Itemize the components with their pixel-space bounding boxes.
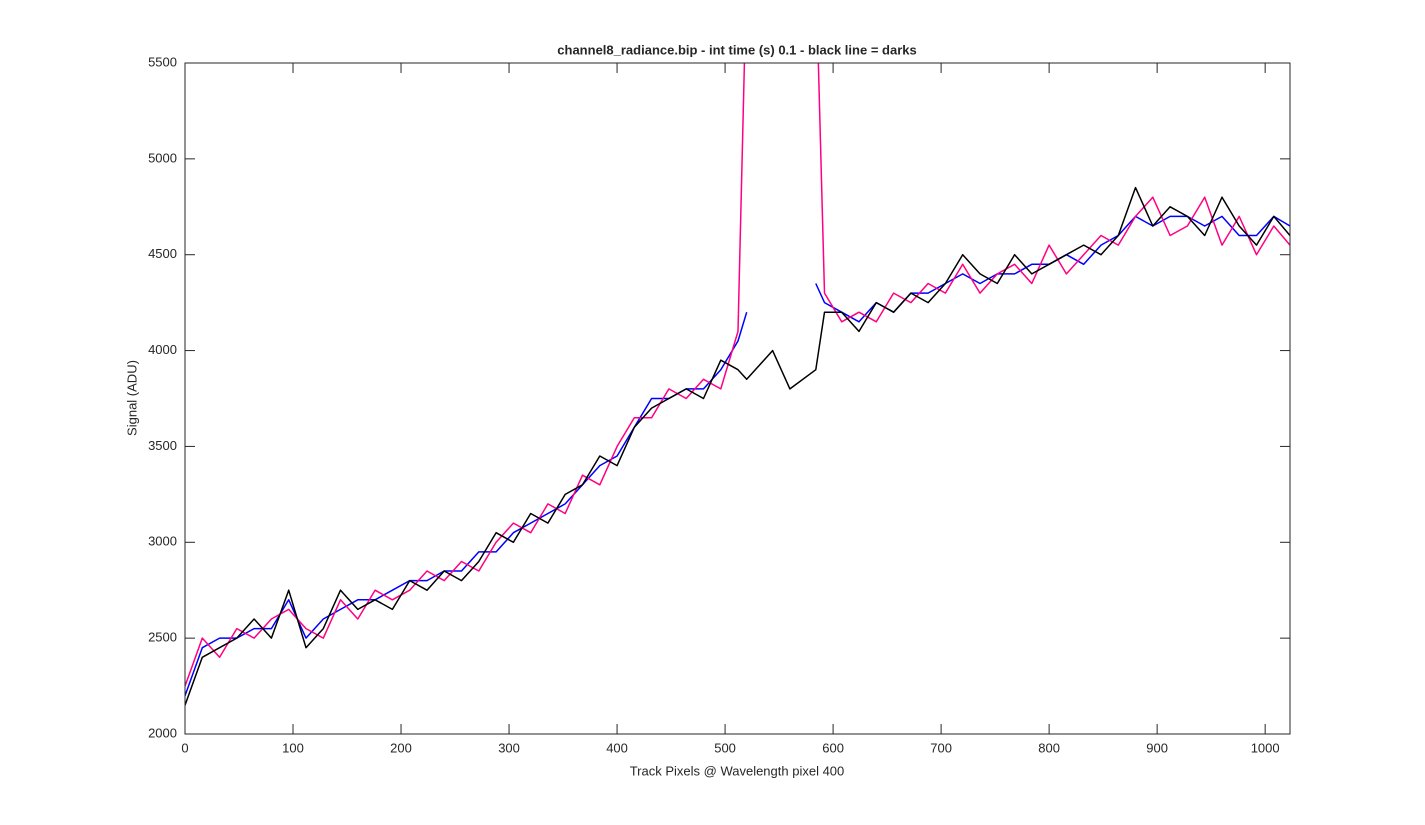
y-axis-label: Signal (ADU) — [124, 360, 139, 436]
x-tick-label: 700 — [930, 740, 952, 755]
x-axis-label: Track Pixels @ Wavelength pixel 400 — [630, 763, 845, 778]
x-tick-label: 1000 — [1251, 740, 1280, 755]
x-tick-label: 900 — [1146, 740, 1168, 755]
y-tick-label: 5000 — [148, 150, 177, 165]
y-tick-label: 4000 — [148, 342, 177, 357]
x-tick-label: 300 — [498, 740, 520, 755]
x-tick-label: 600 — [822, 740, 844, 755]
y-tick-label: 4500 — [148, 246, 177, 261]
x-tick-label: 200 — [390, 740, 412, 755]
y-tick-label: 5500 — [148, 54, 177, 69]
y-tick-label: 2500 — [148, 630, 177, 645]
x-tick-label: 100 — [282, 740, 304, 755]
plot-lines — [185, 63, 1290, 706]
x-tick-label: 400 — [606, 740, 628, 755]
data-line — [185, 215, 1290, 696]
data-line — [185, 186, 1290, 706]
y-tick-label: 3000 — [148, 534, 177, 549]
y-tick-label: 2000 — [148, 725, 177, 740]
x-tick-label: 800 — [1038, 740, 1060, 755]
chart-title: channel8_radiance.bip - int time (s) 0.1… — [557, 42, 916, 57]
x-tick-label: 0 — [181, 740, 188, 755]
x-tick-label: 500 — [714, 740, 736, 755]
axes-box — [184, 62, 1291, 735]
y-tick-label: 3500 — [148, 438, 177, 453]
